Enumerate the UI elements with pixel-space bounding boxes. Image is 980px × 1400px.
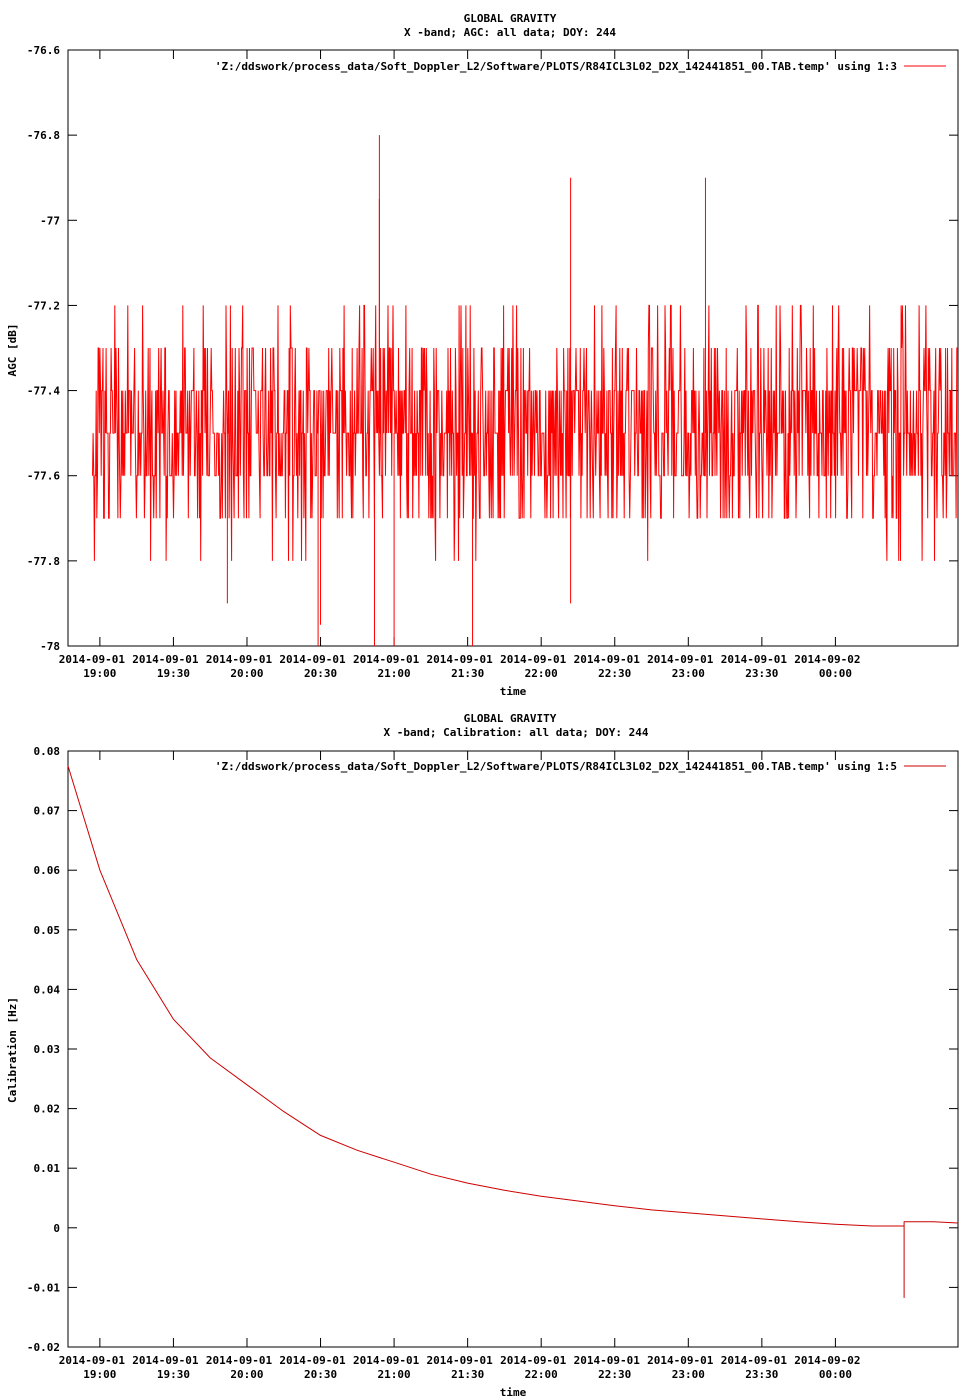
y-axis-label: Calibration [Hz]	[6, 997, 19, 1103]
x-tick-time: 19:00	[83, 1368, 116, 1381]
agc-series	[92, 135, 958, 646]
x-tick-date: 2014-09-01	[647, 1354, 714, 1367]
y-tick-label: -0.01	[27, 1281, 60, 1294]
x-tick-date: 2014-09-01	[59, 1354, 126, 1367]
y-tick-label: -76.6	[27, 44, 60, 57]
x-axis-ticks: 2014-09-0119:002014-09-0119:302014-09-01…	[59, 751, 861, 1381]
x-tick-date: 2014-09-01	[279, 1354, 346, 1367]
x-tick-time: 23:30	[745, 1368, 778, 1381]
x-tick-time: 22:00	[525, 667, 558, 680]
agc-line	[92, 304, 958, 561]
y-tick-label: -77.2	[27, 299, 60, 312]
x-axis-label: time	[500, 685, 527, 698]
y-axis-label: AGC [dB]	[6, 324, 19, 377]
x-tick-time: 20:30	[304, 667, 337, 680]
x-tick-time: 00:00	[819, 667, 852, 680]
x-tick-time: 19:30	[157, 1368, 190, 1381]
x-tick-date: 2014-09-01	[721, 1354, 788, 1367]
x-tick-date: 2014-09-01	[574, 653, 641, 666]
x-tick-time: 20:00	[230, 667, 263, 680]
x-tick-date: 2014-09-01	[59, 653, 126, 666]
x-tick-date: 2014-09-01	[721, 653, 788, 666]
x-tick-date: 2014-09-02	[794, 1354, 860, 1367]
y-tick-label: 0.04	[34, 983, 61, 996]
legend-label: 'Z:/ddswork/process_data/Soft_Doppler_L2…	[215, 760, 897, 773]
x-tick-time: 21:30	[451, 1368, 484, 1381]
x-tick-date: 2014-09-01	[206, 1354, 273, 1367]
chart-title: GLOBAL GRAVITY	[464, 12, 557, 25]
x-tick-date: 2014-09-01	[279, 653, 346, 666]
x-tick-date: 2014-09-01	[500, 653, 567, 666]
x-tick-date: 2014-09-01	[353, 1354, 420, 1367]
x-tick-time: 20:00	[230, 1368, 263, 1381]
calibration-line	[67, 765, 959, 1298]
x-tick-date: 2014-09-01	[500, 1354, 567, 1367]
y-tick-label: -77	[40, 214, 60, 227]
y-tick-label: 0.01	[34, 1162, 61, 1175]
y-axis-ticks: 0.08 0.07 0.06 0.05 0.04 0.03 0.02 0.01 0 -0.01 -0…	[27, 745, 958, 1354]
chart-subtitle: X -band; AGC: all data; DOY: 244	[404, 26, 616, 39]
y-tick-label: -77.6	[27, 470, 60, 483]
chart-title: GLOBAL GRAVITY	[464, 712, 557, 725]
x-tick-time: 23:00	[672, 1368, 705, 1381]
y-tick-label: -77.8	[27, 555, 60, 568]
y-tick-label: 0.03	[34, 1043, 61, 1056]
y-tick-label: 0.05	[34, 924, 61, 937]
x-tick-date: 2014-09-02	[794, 653, 860, 666]
x-tick-date: 2014-09-01	[647, 653, 714, 666]
x-tick-date: 2014-09-01	[132, 653, 199, 666]
y-tick-label: 0.02	[34, 1103, 61, 1116]
y-tick-label: -0.02	[27, 1341, 60, 1354]
x-tick-time: 21:00	[378, 667, 411, 680]
x-tick-time: 21:30	[451, 667, 484, 680]
x-tick-date: 2014-09-01	[132, 1354, 199, 1367]
chart-subtitle: X -band; Calibration: all data; DOY: 244	[384, 726, 649, 739]
y-tick-label: 0	[53, 1222, 60, 1235]
x-tick-time: 00:00	[819, 1368, 852, 1381]
x-tick-time: 22:00	[525, 1368, 558, 1381]
legend-label: 'Z:/ddswork/process_data/Soft_Doppler_L2…	[215, 60, 897, 73]
x-tick-time: 21:00	[378, 1368, 411, 1381]
x-axis-label: time	[500, 1386, 527, 1399]
x-tick-date: 2014-09-01	[574, 1354, 641, 1367]
calibration-series	[67, 765, 959, 1298]
y-tick-label: -76.8	[27, 129, 60, 142]
y-tick-label: -77.4	[27, 385, 60, 398]
y-tick-label: 0.06	[34, 864, 61, 877]
x-tick-time: 19:00	[83, 667, 116, 680]
x-tick-time: 22:30	[598, 667, 631, 680]
x-tick-date: 2014-09-01	[427, 1354, 494, 1367]
x-tick-date: 2014-09-01	[427, 653, 494, 666]
agc-chart: GLOBAL GRAVITY X -band; AGC: all data; D…	[6, 12, 959, 698]
calibration-chart: GLOBAL GRAVITY X -band; Calibration: all…	[6, 712, 959, 1399]
x-tick-date: 2014-09-01	[353, 653, 420, 666]
x-tick-time: 23:00	[672, 667, 705, 680]
y-axis-ticks: -76.6 -76.8 -77 -77.2 -77.4 -77.6 -77.8 -78	[27, 44, 958, 653]
x-axis-ticks: 2014-09-0119:002014-09-0119:302014-09-01…	[59, 50, 861, 680]
x-tick-time: 19:30	[157, 667, 190, 680]
x-tick-time: 20:30	[304, 1368, 337, 1381]
x-tick-date: 2014-09-01	[206, 653, 273, 666]
y-tick-label: -78	[40, 640, 60, 653]
y-tick-label: 0.08	[34, 745, 61, 758]
y-tick-label: 0.07	[34, 805, 61, 818]
x-tick-time: 23:30	[745, 667, 778, 680]
x-tick-time: 22:30	[598, 1368, 631, 1381]
